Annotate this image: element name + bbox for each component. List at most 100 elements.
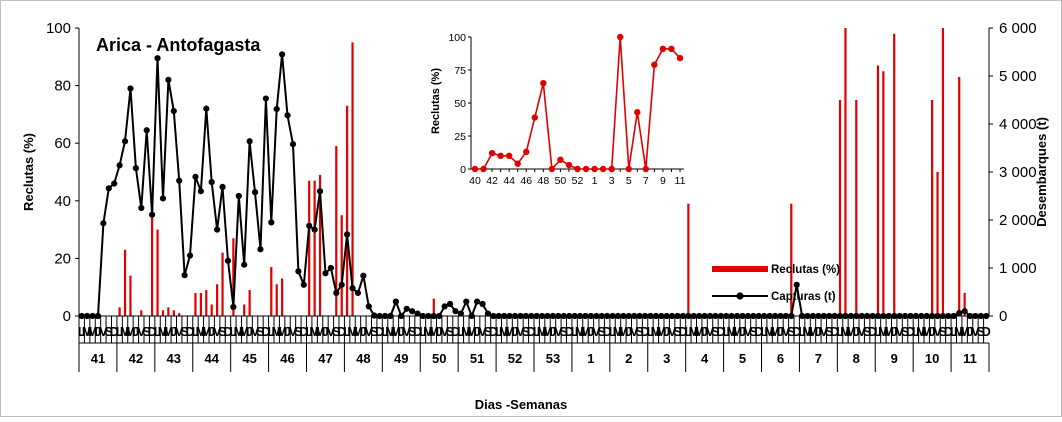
day-tick-label: L [116,325,124,339]
legend-label-capturas: Capturas (t) [771,291,836,303]
bar-reclutas [893,33,896,316]
day-tick-label: M [466,325,476,339]
day-tick-label: M [277,325,287,339]
bar-reclutas [936,172,939,316]
point-capturas [116,162,123,169]
day-tick-label: M [201,325,211,339]
day-tick-label: D [337,325,346,339]
point-capturas [457,310,464,317]
day-tick-label: D [375,325,384,339]
day-tick-label: S [105,325,113,339]
day-tick-label: D [906,325,915,339]
inset-point-reclutas [471,165,479,173]
point-capturas [479,300,486,308]
day-tick-label: L [343,325,351,339]
bar-reclutas [958,76,961,317]
inset-x-tick-label: 1 [592,175,598,187]
week-tick-label: 44 [204,351,219,366]
day-tick-label: S [787,325,795,339]
bar-reclutas [216,284,219,316]
day-tick-label: M [429,325,439,339]
point-capturas [127,85,134,92]
inset-point-reclutas [591,165,598,173]
point-capturas [100,220,107,227]
day-tick-label: L [381,325,389,339]
week-tick-label: 52 [508,351,522,366]
right-tick-label: 2 000 [999,212,1037,229]
day-tick-label: M [884,325,894,339]
x-category-axis: LMMJVSDLMMJVSDLMMJVSDLMMJVSDLMMJVSDLMMJV… [78,316,991,372]
day-tick-label: V [516,325,525,339]
bar-reclutas [340,215,343,316]
point-capturas [181,272,188,279]
inset-point-reclutas [582,165,590,173]
day-tick-label: D [565,325,574,339]
point-capturas [349,285,356,292]
point-capturas [284,112,291,119]
bar-reclutas [167,307,170,316]
day-tick-label: V [403,325,412,339]
bar-reclutas [838,100,842,316]
inset-line-group [471,33,684,173]
bar-reclutas [221,252,224,316]
day-tick-label: J [739,325,746,339]
day-tick-label: L [305,325,313,339]
day-tick-label: L [154,325,162,339]
point-capturas [214,226,221,233]
day-tick-label: M [808,325,818,339]
day-tick-label: M [234,325,244,339]
inset-point-reclutas [651,61,658,68]
week-tick-label: 46 [280,351,294,366]
right-ticks-group: 0 1 000 2 000 3 000 4 000 5 000 6 000 [989,20,1037,325]
inset-point-reclutas [523,148,530,156]
week-tick-label: 6 [777,351,784,366]
point-capturas [414,310,421,317]
point-capturas [365,303,372,310]
day-tick-label: M [504,325,514,339]
point-capturas [484,310,492,317]
day-tick-label: V [744,325,753,339]
day-tick-label: M [694,325,704,339]
week-tick-label: 10 [925,351,939,366]
day-tick-label: M [537,325,547,339]
day-tick-label: J [853,325,860,339]
point-capturas [257,246,264,253]
inset-point-reclutas [634,109,641,116]
inset-background [416,24,700,192]
day-tick-label: D [261,325,270,339]
left-tick-label: 20 [54,250,71,267]
day-tick-label: L [419,325,427,339]
point-capturas [474,298,481,305]
y-axis-label-left: Reclutas (%) [21,133,36,211]
week-tick-label: 43 [167,351,181,366]
day-tick-label: D [868,325,877,339]
inset-x-tick-label: 9 [660,175,666,187]
day-tick-label: V [858,325,867,339]
day-tick-label: S [218,325,226,339]
point-capturas [111,180,118,187]
point-capturas [203,105,210,112]
bar-reclutas [687,203,690,316]
day-tick-label: S [294,325,302,339]
point-capturas [230,303,237,310]
day-tick-label: M [499,325,509,339]
day-tick-label: M [461,325,471,339]
day-tick-label: M [309,325,319,339]
day-tick-label: S [825,325,833,339]
day-tick-label: D [716,325,725,339]
day-tick-label: L [230,325,238,339]
bar-reclutas [318,174,322,316]
day-tick-label: M [542,325,552,339]
right-tick-label: 6 000 [999,20,1037,37]
day-tick-label: J [701,325,708,339]
point-capturas [170,107,177,115]
day-tick-label: M [840,325,850,339]
point-capturas [192,173,199,180]
left-tick-label: 0 [63,308,71,325]
point-capturas [327,264,334,272]
day-tick-label: L [457,325,465,339]
point-capturas [132,165,139,172]
inset-x-tick-label: 46 [520,175,532,187]
